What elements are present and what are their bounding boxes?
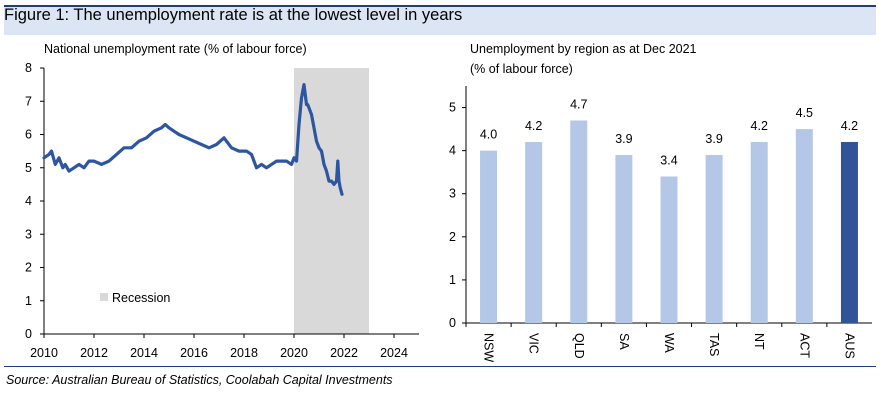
y-tick-label: 0 xyxy=(449,316,456,330)
y-tick-label: 4 xyxy=(449,144,456,158)
x-category-label: NSW xyxy=(482,333,496,362)
x-tick-label: 2016 xyxy=(180,346,208,360)
x-tick-label: 2020 xyxy=(280,346,308,360)
bar-qld xyxy=(570,120,588,323)
bar-vic xyxy=(525,142,543,323)
bar-chart-title: Unemployment by region as at Dec 2021 xyxy=(470,42,697,56)
bar-aus xyxy=(840,142,858,323)
x-tick-label: 2012 xyxy=(80,346,108,360)
unemployment-rate-line xyxy=(42,83,344,196)
bar-nt xyxy=(750,142,768,323)
legend-swatch-recession xyxy=(100,293,108,301)
x-category-label: QLD xyxy=(572,333,586,359)
legend-label-recession: Recession xyxy=(112,291,170,305)
y-tick-label: 8 xyxy=(25,61,32,75)
x-category-label: SA xyxy=(617,333,631,350)
figure-bottom-rule xyxy=(4,366,876,367)
x-tick-label: 2024 xyxy=(380,346,408,360)
recession-shading xyxy=(294,68,369,334)
bar-sa xyxy=(615,154,633,323)
y-tick-label: 4 xyxy=(25,194,32,208)
x-tick-label: 2022 xyxy=(330,346,358,360)
x-category-label: WA xyxy=(662,333,676,353)
x-category-label: VIC xyxy=(527,333,541,354)
bar-value-label: 3.9 xyxy=(705,132,722,146)
bar-value-label: 4.0 xyxy=(480,128,497,142)
source-note: Source: Australian Bureau of Statistics,… xyxy=(6,373,393,387)
x-category-label: NT xyxy=(752,333,766,350)
y-tick-label: 5 xyxy=(449,101,456,115)
y-tick-label: 3 xyxy=(449,187,456,201)
bar-value-label: 4.2 xyxy=(841,119,858,133)
bar-value-label: 3.9 xyxy=(615,132,632,146)
bar-value-label: 4.2 xyxy=(751,119,768,133)
y-tick-label: 1 xyxy=(449,273,456,287)
x-category-label: ACT xyxy=(797,333,811,358)
bar-wa xyxy=(660,176,678,323)
bar-value-label: 4.2 xyxy=(525,119,542,133)
x-tick-label: 2010 xyxy=(30,346,58,360)
y-tick-label: 0 xyxy=(25,327,32,341)
bar-tas xyxy=(705,154,723,323)
y-tick-label: 1 xyxy=(25,294,32,308)
x-tick-label: 2014 xyxy=(130,346,158,360)
line-chart-title: National unemployment rate (% of labour … xyxy=(44,42,307,56)
bar-value-label: 3.4 xyxy=(660,153,677,167)
bar-chart: 0 1 2 3 4 5 4.0 NSW 4.2 VIC 4.7 QLD 3.9 SA 3.4 WA 3.9 TAS… xyxy=(449,86,872,362)
y-tick-label: 2 xyxy=(25,261,32,275)
x-category-label: TAS xyxy=(707,333,721,356)
y-tick-label: 7 xyxy=(25,94,32,108)
bar-nsw xyxy=(480,150,498,323)
figure-title: Figure 1: The unemployment rate is at th… xyxy=(4,6,463,24)
bar-act xyxy=(795,129,813,323)
x-tick-label: 2018 xyxy=(230,346,258,360)
y-tick-label: 6 xyxy=(25,128,32,142)
bar-chart-subtitle: (% of labour force) xyxy=(470,62,573,76)
y-tick-label: 2 xyxy=(449,230,456,244)
x-category-label: AUS xyxy=(842,333,856,359)
bar-value-label: 4.7 xyxy=(570,97,587,111)
y-tick-label: 3 xyxy=(25,227,32,241)
line-chart: 0 1 2 3 4 5 6 7 8 2010 2012 2014 2016 2018 2020 2022 202… xyxy=(25,61,419,360)
figure-header-band xyxy=(4,5,876,35)
bar-value-label: 4.5 xyxy=(796,106,813,120)
y-tick-label: 5 xyxy=(25,161,32,175)
